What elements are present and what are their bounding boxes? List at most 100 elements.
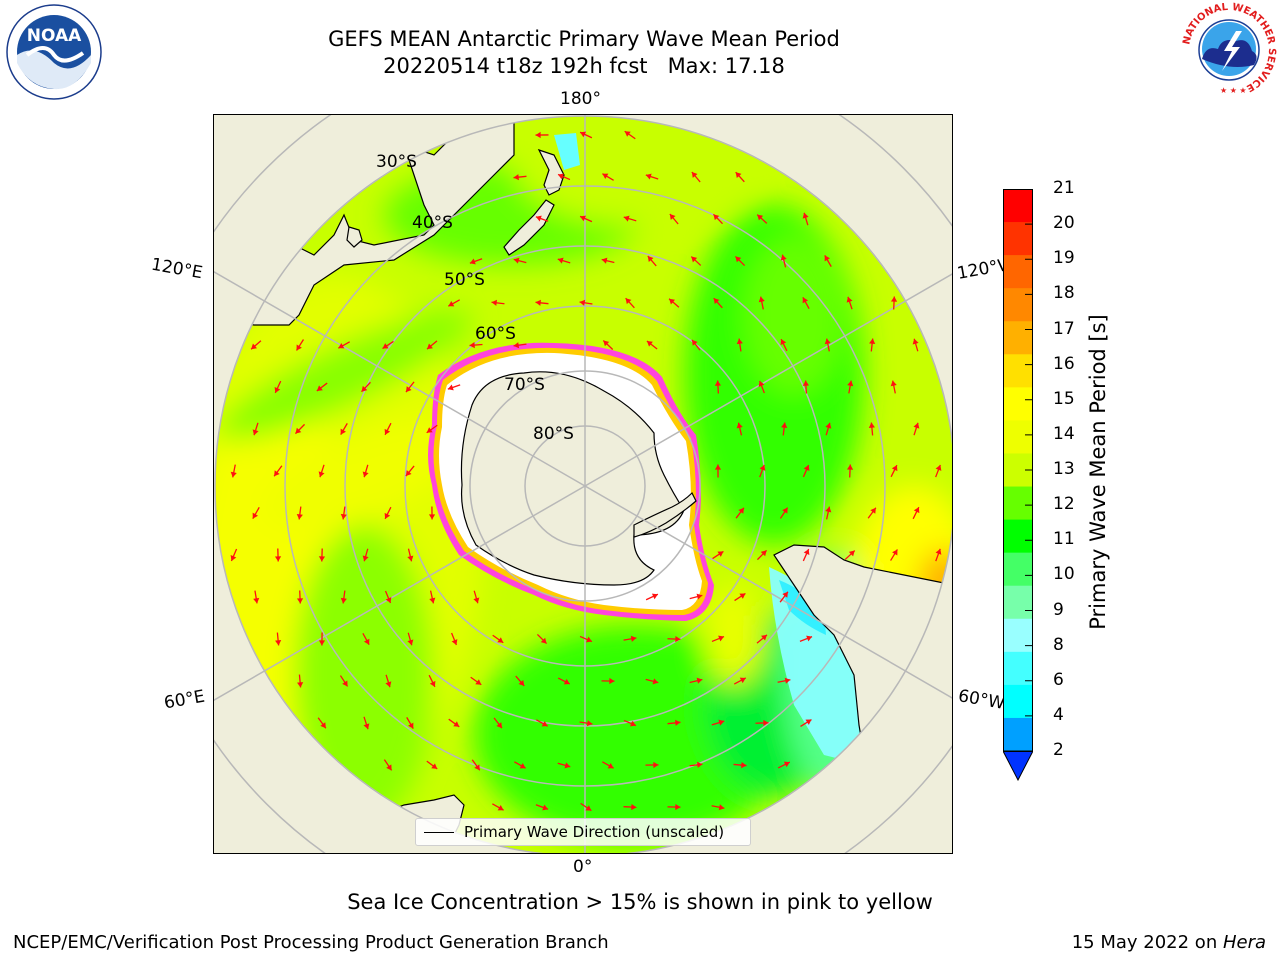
- wave-arrow-head: [781, 422, 788, 429]
- footer-date-text: 15 May 2022 on: [1071, 932, 1223, 953]
- wave-arrow-head: [580, 215, 587, 222]
- colorbar-tick-label: 19: [1053, 248, 1075, 269]
- wave-arrow-head: [426, 343, 433, 350]
- svg-text:★ ★ ★: ★ ★ ★: [1220, 86, 1247, 95]
- wave-arrow-head: [759, 464, 766, 471]
- wave-arrow-head: [340, 597, 347, 604]
- wave-arrow-head: [891, 465, 898, 472]
- wave-arrow-head: [491, 299, 498, 306]
- legend-line-swatch: [424, 831, 454, 833]
- wave-arrow-head: [274, 470, 280, 477]
- wave-arrow-head: [652, 678, 659, 685]
- zone-12s-west-band: [216, 309, 472, 441]
- wave-arrow-head: [846, 464, 854, 470]
- wave-arrow-head: [602, 173, 609, 179]
- wave-arrow-head: [497, 804, 504, 811]
- wave-arrow-head: [253, 597, 260, 604]
- wave-arrow-head: [340, 513, 347, 520]
- colorbar: [1003, 189, 1033, 781]
- wave-arrow-head: [558, 173, 564, 180]
- svg-text:NOAA: NOAA: [27, 26, 82, 46]
- wave-arrow-head: [803, 465, 810, 472]
- wave-arrow-head: [805, 719, 812, 725]
- wave-arrow-head: [297, 682, 304, 688]
- wave-arrow-head: [739, 677, 746, 684]
- colorbar-tick-label: 13: [1053, 459, 1075, 479]
- wave-arrow-head: [363, 723, 370, 730]
- colorbar-title: Primary Wave Mean Period [s]: [1086, 314, 1110, 630]
- wave-arrow-head: [274, 556, 282, 562]
- wave-arrow-head: [338, 342, 345, 349]
- footer-credit: NCEP/EMC/Verification Post Processing Pr…: [13, 932, 609, 953]
- zone-14s-southeast: [704, 585, 764, 685]
- colorbar-band: [1003, 222, 1033, 256]
- wave-arrow-head: [802, 380, 810, 386]
- chart-title: GEFS MEAN Antarctic Primary Wave Mean Pe…: [328, 27, 840, 51]
- wave-arrow-head: [714, 380, 722, 386]
- wave-arrow-head: [718, 719, 725, 726]
- colorbar-tick-label: 21: [1053, 178, 1075, 198]
- colorbar-band: [1003, 486, 1033, 521]
- colorbar-tick-label: 20: [1053, 213, 1075, 234]
- wave-arrow-head: [542, 804, 549, 811]
- wave-arrow-head: [696, 677, 703, 684]
- wave-arrow-head: [803, 549, 810, 556]
- wave-arrow-head: [382, 343, 389, 349]
- wave-arrow-head: [630, 720, 636, 727]
- wave-arrow-head: [519, 762, 526, 769]
- wave-arrow-head: [696, 593, 703, 600]
- lon-label-0: 0°: [573, 857, 593, 877]
- wave-arrow-head: [318, 556, 326, 562]
- wave-arrow-head: [718, 804, 725, 811]
- wave-arrow-head: [342, 680, 348, 687]
- chart-subtitle-forecast: 20220514 t18z 192h fcst Max: 17.18: [383, 54, 785, 78]
- wave-arrow-head: [601, 257, 608, 264]
- wave-arrow-head: [806, 635, 813, 642]
- lon-label-120e: 120°E: [149, 254, 205, 284]
- colorbar-tick-label: 16: [1053, 353, 1075, 374]
- wave-arrow-head: [784, 677, 791, 684]
- wave-arrow-head: [513, 257, 520, 264]
- land-new-zealand-north: [537, 148, 565, 196]
- colorbar-band: [1003, 189, 1033, 223]
- wave-arrow-head: [741, 762, 747, 769]
- wave-arrow-head: [847, 380, 854, 387]
- wave-arrow-head: [447, 384, 454, 391]
- wave-arrow-head: [363, 638, 370, 645]
- colorbar-band: [1003, 354, 1033, 388]
- wave-arrow-head: [630, 635, 637, 642]
- wave-arrow-head: [586, 720, 593, 727]
- wave-arrow-head: [496, 722, 502, 729]
- wave-arrow-head: [890, 296, 898, 302]
- wave-arrow-head: [869, 338, 876, 344]
- colorbar-band: [1003, 717, 1033, 752]
- colorbar-band: [1003, 420, 1033, 454]
- wave-arrow-head: [738, 507, 744, 514]
- wave-arrow-head: [760, 550, 767, 557]
- lat-label-40s: 40°S: [412, 213, 453, 233]
- wave-arrow-head: [691, 171, 698, 178]
- colorbar-band: [1003, 552, 1033, 587]
- wave-arrow-head: [320, 722, 326, 729]
- wave-arrow-head: [563, 678, 570, 685]
- wave-arrow-head: [825, 506, 832, 513]
- wave-arrow-head: [469, 342, 475, 349]
- wave-arrow-head: [892, 549, 898, 556]
- land-new-zealand-south: [503, 199, 555, 256]
- wave-arrow-head: [631, 803, 637, 811]
- wave-arrow-head: [913, 507, 920, 514]
- land-antarctic-peninsula: [633, 491, 697, 538]
- wave-arrow-head: [935, 464, 942, 471]
- lat-label-80s: 80°S: [533, 424, 574, 444]
- wave-arrow-head: [736, 338, 743, 345]
- wave-arrow-head: [669, 298, 675, 305]
- wave-arrow-head: [251, 343, 257, 350]
- wave-arrow-head: [252, 512, 259, 519]
- wave-arrow-head: [736, 422, 743, 429]
- wave-arrow-head: [651, 593, 658, 600]
- colorbar-tick-label: 2: [1053, 740, 1064, 760]
- wave-arrow-head: [405, 470, 412, 477]
- wave-arrow-head: [429, 680, 436, 687]
- wave-arrow-head: [586, 636, 592, 643]
- wave-arrow-head: [340, 428, 346, 435]
